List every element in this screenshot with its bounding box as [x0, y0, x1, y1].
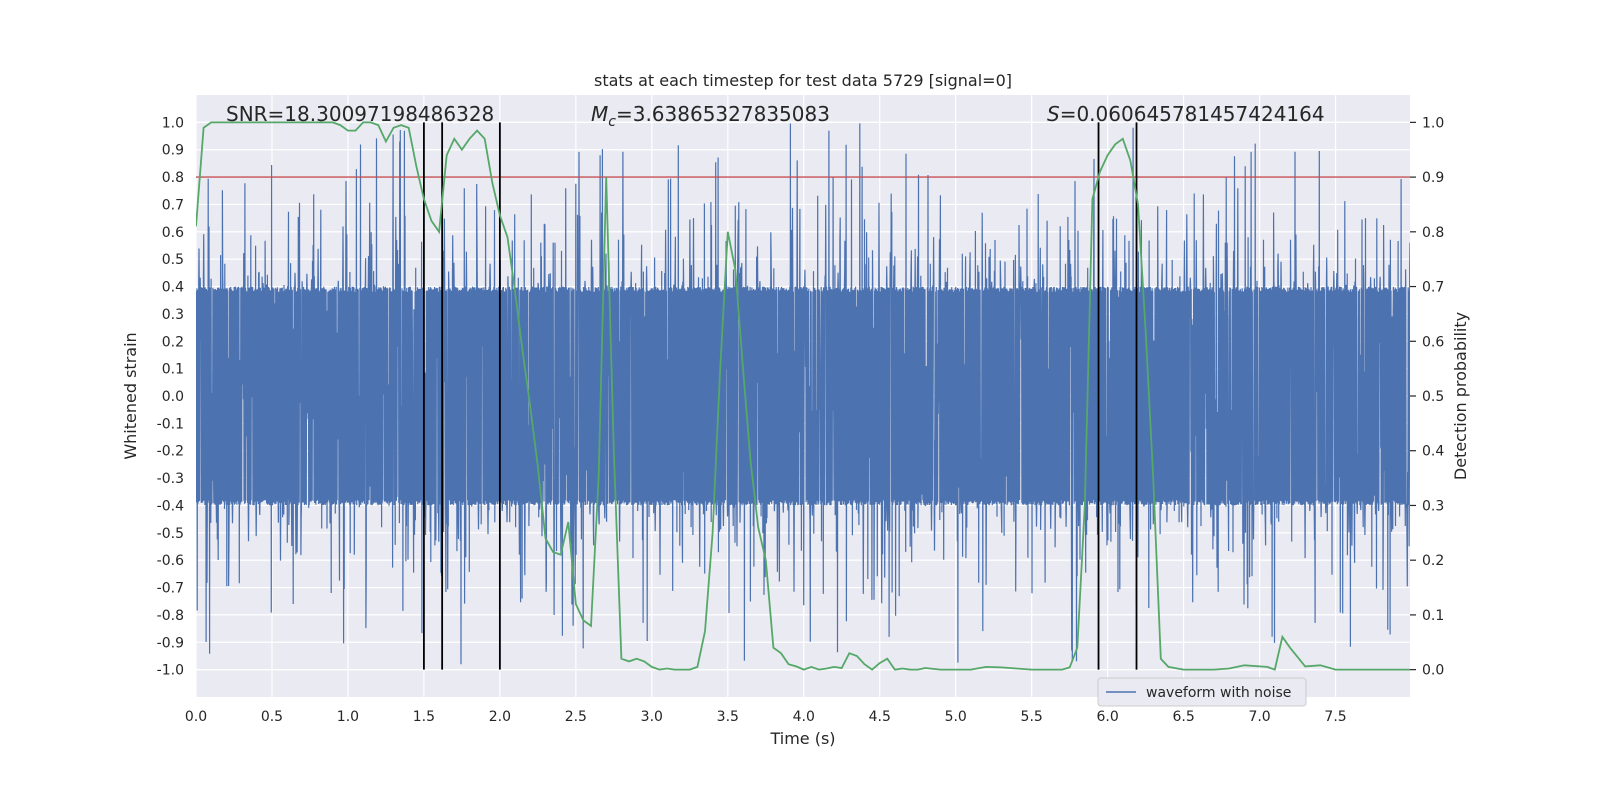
s-value: =0.060645781457424164: [1060, 102, 1325, 126]
x-tick-label: 1.5: [413, 709, 435, 725]
y-right-tick-label: 0.3: [1422, 498, 1444, 514]
y-tick-label: 0.6: [162, 225, 184, 241]
x-axis-label: Time (s): [769, 729, 835, 748]
x-tick-label: 1.0: [337, 709, 359, 725]
y-right-tick-label: 0.1: [1422, 608, 1444, 624]
y-tick-label: -0.9: [157, 635, 184, 651]
y-axis-label: Whitened strain: [121, 332, 140, 459]
y-tick-label: -1.0: [157, 663, 184, 679]
y-right-axis-ticks: 0.0 0.1 0.2 0.3 0.4 0.5 0.6 0.7 0.8 0.9 1.0: [1410, 115, 1444, 679]
snr-annotation: SNR=18.30097198486328: [226, 102, 494, 126]
y-axis-ticks: -1.0 -0.9 -0.8 -0.7 -0.6 -0.5 -0.4 -0.3 -0.2 -0.1…: [157, 115, 184, 678]
y-right-tick-label: 0.0: [1422, 663, 1444, 679]
x-tick-label: 5.0: [945, 709, 967, 725]
y-tick-label: -0.1: [157, 416, 184, 432]
y-tick-label: -0.7: [157, 581, 184, 597]
y-tick-label: -0.2: [157, 444, 184, 460]
mc-value: =3.63865327835083: [616, 102, 830, 126]
y-right-tick-label: 0.5: [1422, 389, 1444, 405]
chart-title: stats at each timestep for test data 572…: [594, 71, 1012, 90]
detection-probability-series: [196, 121, 1410, 671]
y-tick-label: 0.1: [162, 362, 184, 378]
y-right-tick-label: 0.8: [1422, 225, 1444, 241]
y-tick-label: -0.6: [157, 553, 184, 569]
y-right-tick-label: 0.7: [1422, 280, 1444, 296]
y-right-tick-label: 0.2: [1422, 553, 1444, 569]
x-tick-label: 0.0: [185, 709, 207, 725]
y-right-tick-label: 0.4: [1422, 444, 1444, 460]
y-tick-label: 0.8: [162, 170, 184, 186]
legend-box: [1097, 677, 1307, 707]
mc-subscript: c: [608, 114, 616, 130]
x-tick-label: 3.0: [641, 709, 663, 725]
x-tick-label: 6.0: [1097, 709, 1119, 725]
vertical-markers: [423, 122, 1138, 670]
x-tick-label: 7.0: [1248, 709, 1270, 725]
y-right-tick-label: 0.9: [1422, 170, 1444, 186]
s-symbol: S: [1047, 102, 1060, 126]
y-tick-label: 0.9: [162, 143, 184, 159]
y-right-tick-label: 1.0: [1422, 115, 1444, 131]
y-tick-label: -0.4: [157, 498, 184, 514]
x-tick-label: 2.5: [565, 709, 587, 725]
y-right-axis-label: Detection probability: [1451, 312, 1470, 480]
y-tick-label: -0.3: [157, 471, 184, 487]
y-tick-label: 0.0: [162, 389, 184, 405]
y-tick-label: -0.5: [157, 526, 184, 542]
legend: waveform with noise: [1097, 677, 1307, 707]
s-annotation: S=0.060645781457424164: [1047, 102, 1325, 126]
waveform-series: [196, 123, 1410, 665]
y-tick-label: -0.8: [157, 608, 184, 624]
x-tick-label: 5.5: [1021, 709, 1043, 725]
x-tick-label: 4.5: [869, 709, 891, 725]
mc-symbol: M: [591, 102, 608, 126]
x-tick-label: 6.5: [1172, 709, 1194, 725]
x-axis-ticks: 0.0 0.5 1.0 1.5 2.0 2.5 3.0 3.5 4.0 4.5 5.0 5.5 6.0 6…: [185, 709, 1347, 725]
x-tick-label: 4.0: [793, 709, 815, 725]
y-tick-label: 0.3: [162, 307, 184, 323]
x-tick-label: 3.5: [717, 709, 739, 725]
y-tick-label: 0.5: [162, 252, 184, 268]
y-tick-label: 0.7: [162, 197, 184, 213]
y-right-tick-label: 0.6: [1422, 334, 1444, 350]
y-tick-label: 1.0: [162, 115, 184, 131]
y-tick-label: 0.2: [162, 334, 184, 350]
y-tick-label: 0.4: [162, 280, 184, 296]
x-tick-label: 0.5: [261, 709, 283, 725]
legend-entry: waveform with noise: [1146, 685, 1291, 701]
chirp-mass-annotation: Mc=3.63865327835083: [591, 102, 830, 130]
x-tick-label: 7.5: [1324, 709, 1346, 725]
x-tick-label: 2.0: [489, 709, 511, 725]
